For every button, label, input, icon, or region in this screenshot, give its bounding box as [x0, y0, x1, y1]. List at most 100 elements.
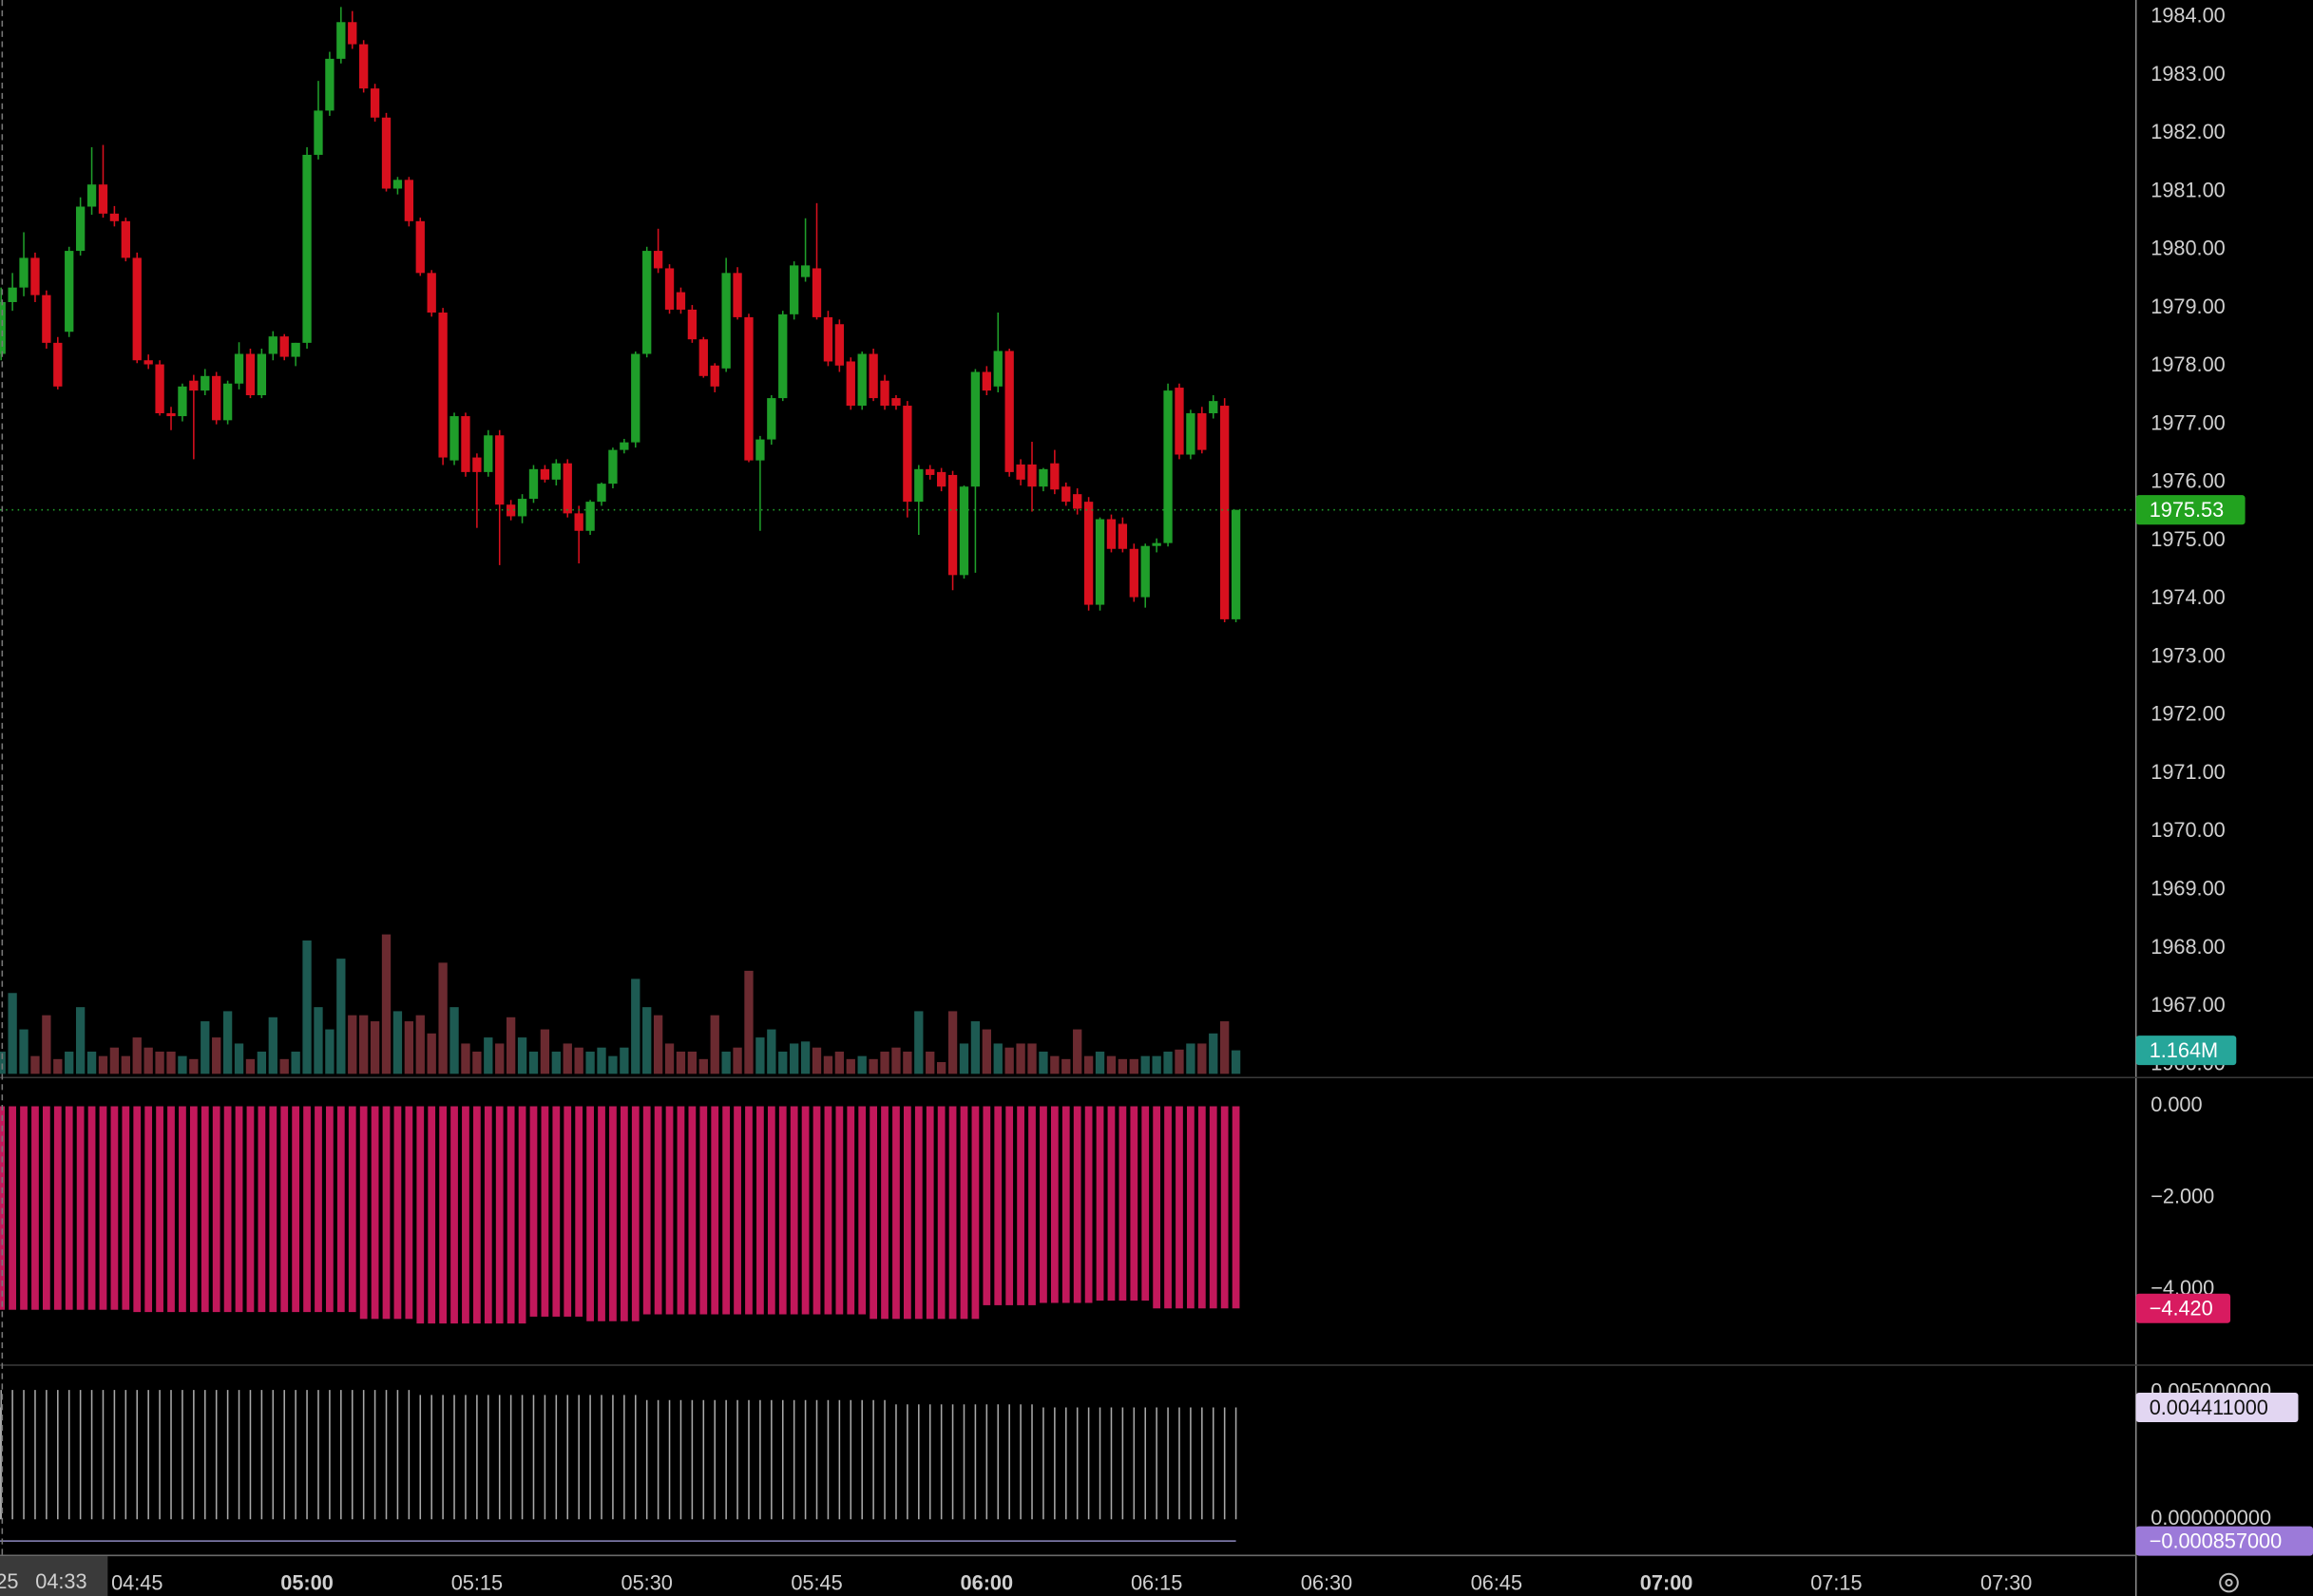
volume-bar [800, 1041, 811, 1074]
indicator-bar [258, 1106, 266, 1313]
volume-bar [903, 1051, 912, 1074]
volume-bar [642, 1007, 652, 1074]
indicator-bar [371, 1106, 379, 1320]
indicator-bar [507, 1106, 515, 1324]
volume-bar [1016, 1043, 1025, 1074]
candle-body [336, 22, 346, 59]
candle-body [404, 180, 414, 221]
y-tick-label: 0.000000000 [2151, 1506, 2271, 1530]
y-tick-label: 1984.00 [2151, 4, 2226, 28]
indicator-bar [914, 1106, 923, 1320]
candle-body [528, 468, 539, 500]
indicator-bar [1061, 1106, 1070, 1303]
indicator-bar [201, 1106, 209, 1313]
y-tick-label: 1980.00 [2151, 237, 2226, 260]
volume-bar [404, 1021, 414, 1074]
candle-body [790, 265, 799, 314]
candle-body [143, 360, 153, 365]
volume-bar [370, 1021, 380, 1074]
indicator-bar [665, 1106, 674, 1315]
volume-bar [1186, 1043, 1195, 1074]
candle-body [982, 371, 991, 391]
indicator-bar [1118, 1106, 1127, 1302]
settings-icon[interactable] [2219, 1572, 2239, 1593]
indicator-bar [9, 1106, 16, 1310]
indicator-bar [428, 1106, 436, 1324]
candle-body [620, 442, 629, 450]
indicator-bar [76, 1106, 85, 1310]
indicator-bar [824, 1106, 832, 1315]
candle-body [1039, 468, 1048, 487]
indicator-bar [382, 1106, 391, 1320]
candle-body [1231, 509, 1241, 619]
volume-bar [1140, 1055, 1150, 1074]
volume-bar [880, 1051, 889, 1074]
x-tick-label: 07:00 [1640, 1570, 1693, 1594]
volume-bar [608, 1055, 618, 1074]
candle-body [222, 383, 233, 421]
indicator-bar [677, 1106, 685, 1315]
volume-bar [767, 1029, 776, 1074]
candle-body [257, 353, 267, 396]
y-tick-label: 1973.00 [2151, 643, 2226, 667]
volume-bar [1039, 1051, 1048, 1074]
indicator-bar [654, 1106, 662, 1315]
indicator-bar [133, 1106, 142, 1313]
indicator-bar [620, 1106, 628, 1321]
indicator-bar [1141, 1106, 1150, 1302]
indicator-bar [1005, 1106, 1014, 1305]
candle-body [755, 439, 765, 461]
volume-bar [65, 1051, 74, 1074]
indicator-bar [1209, 1106, 1217, 1309]
indicator-bar [688, 1106, 697, 1315]
candle-body [472, 457, 482, 472]
candle-body [517, 499, 527, 517]
volume-bar [1027, 1043, 1037, 1074]
indicator-bar [858, 1106, 867, 1315]
indicator-bar [767, 1106, 775, 1315]
candle-body [823, 316, 833, 362]
volume-bar [472, 1051, 482, 1074]
candle-body [53, 342, 63, 387]
last-price-label: 1975.53 [2150, 498, 2225, 522]
candle-body [495, 435, 505, 505]
y-tick-label: 1983.00 [2151, 62, 2226, 86]
indicator-bar [575, 1106, 583, 1317]
volume-bar [926, 1051, 935, 1074]
indicator-bar [1096, 1106, 1104, 1302]
candle-body [438, 313, 448, 458]
volume-bar [427, 1033, 436, 1074]
indicator-bar [642, 1106, 651, 1315]
indicator-bar [541, 1106, 549, 1317]
indicator-bar [903, 1106, 911, 1320]
indicator-bar [53, 1106, 62, 1310]
indicator-bar [926, 1106, 934, 1320]
candle-body [733, 273, 742, 317]
volume-bar [19, 1029, 29, 1074]
volume-bar [86, 1051, 97, 1074]
y-tick-label: 1968.00 [2151, 935, 2226, 959]
indicator-bar [20, 1106, 28, 1310]
candle-body [65, 251, 74, 332]
candle-body [245, 353, 256, 396]
volume-bar [755, 1037, 765, 1074]
candle-body [970, 371, 981, 487]
candle-body [676, 292, 686, 310]
x-tick-label: 04:45 [111, 1570, 162, 1594]
indicator-bar [65, 1106, 73, 1310]
candle-body [1083, 502, 1094, 605]
candle-body [744, 316, 754, 461]
indicator-bar [1197, 1106, 1206, 1309]
volume-bar [970, 1021, 981, 1074]
indicator-bar [1028, 1106, 1036, 1305]
volume-bar [947, 1011, 958, 1074]
indicator-bar [586, 1106, 594, 1321]
volume-bar [664, 1043, 675, 1074]
indicator-bar [110, 1106, 119, 1310]
volume-bar [620, 1047, 629, 1074]
indicator-bar [235, 1106, 243, 1313]
candle-body [506, 504, 516, 517]
candle-body [484, 435, 493, 472]
candle-body [608, 449, 618, 484]
